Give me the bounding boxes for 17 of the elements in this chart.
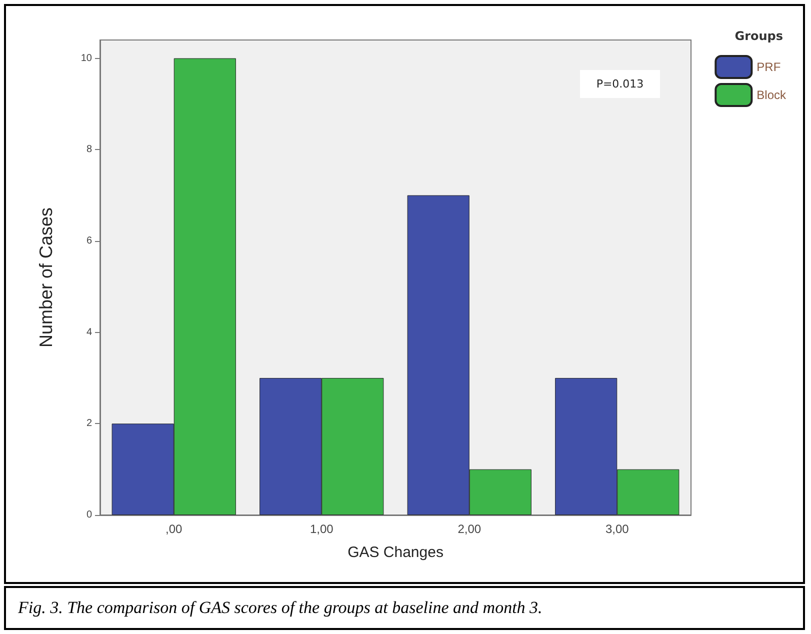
legend-label: Block	[756, 88, 787, 102]
x-tick-label: 3,00	[605, 522, 630, 536]
y-tick-label: 2	[86, 418, 92, 430]
annotation: P=0.013	[596, 78, 644, 90]
legend-label: PRF	[756, 60, 781, 74]
x-tick-label: 2,00	[458, 522, 482, 536]
y-tick-label: 6	[86, 235, 92, 246]
y-tick-label: 4	[86, 326, 92, 338]
x-axis-title: GAS Changes	[348, 544, 444, 561]
legend-title: Groups	[734, 29, 784, 43]
y-tick-label: 10	[80, 52, 92, 64]
y-axis-title: Number of Cases	[36, 207, 56, 348]
caption: Fig. 3. The comparison of GAS scores of the groups at baseline and month 3.	[4, 586, 805, 630]
y-tick-label: 0	[86, 510, 92, 520]
x-tick-label: 1,00	[310, 522, 334, 536]
x-tick-label: ,00	[166, 522, 183, 536]
y-tick-label: 8	[86, 144, 92, 156]
